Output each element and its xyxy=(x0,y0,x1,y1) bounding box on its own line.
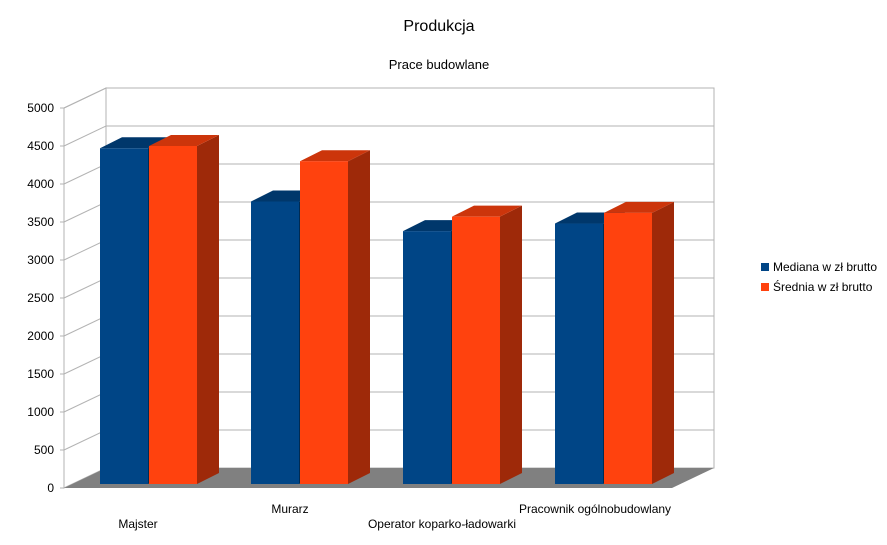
bar-top xyxy=(452,205,522,217)
bar-front xyxy=(604,212,652,484)
y-tick-label: 2000 xyxy=(27,329,54,343)
bar-front xyxy=(251,201,299,485)
legend-label: Średnia w zł brutto xyxy=(773,279,873,294)
y-tick-label: 4000 xyxy=(27,177,54,191)
bar xyxy=(149,135,219,484)
bar-top xyxy=(604,201,674,213)
gridline xyxy=(63,125,714,147)
y-tick-label: 500 xyxy=(34,443,54,457)
y-tick-label: 5000 xyxy=(27,101,54,115)
gridline xyxy=(63,87,714,109)
y-tick-label: 4500 xyxy=(27,139,54,153)
legend: Mediana w zł brutto Średnia w zł brutto xyxy=(761,260,877,294)
bar-front xyxy=(100,148,148,484)
x-tick-label: Majster xyxy=(118,517,157,531)
bar-side xyxy=(500,205,522,484)
y-axis: 0 500 1000 1500 2000 2500 3000 3500 4000 4500 5000 xyxy=(27,101,64,495)
floor xyxy=(64,468,714,488)
bar-front xyxy=(300,161,348,484)
bar-front xyxy=(149,146,197,484)
bar-front xyxy=(403,231,451,484)
bar xyxy=(300,150,370,484)
chart-title: Produkcja xyxy=(403,18,474,35)
bar-side xyxy=(197,135,219,484)
y-tick-label: 1000 xyxy=(27,405,54,419)
bar-top xyxy=(300,150,370,162)
x-tick-label: Operator koparko-ładowarki xyxy=(368,517,516,531)
bars xyxy=(100,135,674,485)
x-tick-label: Murarz xyxy=(271,502,308,516)
x-axis: Majster Murarz Operator koparko-ładowarkiP… xyxy=(118,502,671,531)
bar-top xyxy=(149,135,219,146)
y-tick-label: 2500 xyxy=(27,291,54,305)
bar xyxy=(604,201,674,484)
bar-front xyxy=(555,223,603,484)
bar-side xyxy=(652,201,674,484)
chart-subtitle: Prace budowlane xyxy=(389,57,489,72)
x-tick-label: Pracownik ogólnobudowlany xyxy=(519,502,671,516)
y-tick-label: 1500 xyxy=(27,367,54,381)
legend-swatch xyxy=(761,263,769,271)
y-tick-label: 0 xyxy=(47,481,54,495)
legend-label: Mediana w zł brutto xyxy=(773,260,877,274)
bar-front xyxy=(452,216,500,484)
bar-side xyxy=(348,150,370,484)
bar xyxy=(452,205,522,484)
y-tick-label: 3500 xyxy=(27,215,54,229)
y-tick-label: 3000 xyxy=(27,253,54,267)
legend-swatch xyxy=(761,283,769,291)
